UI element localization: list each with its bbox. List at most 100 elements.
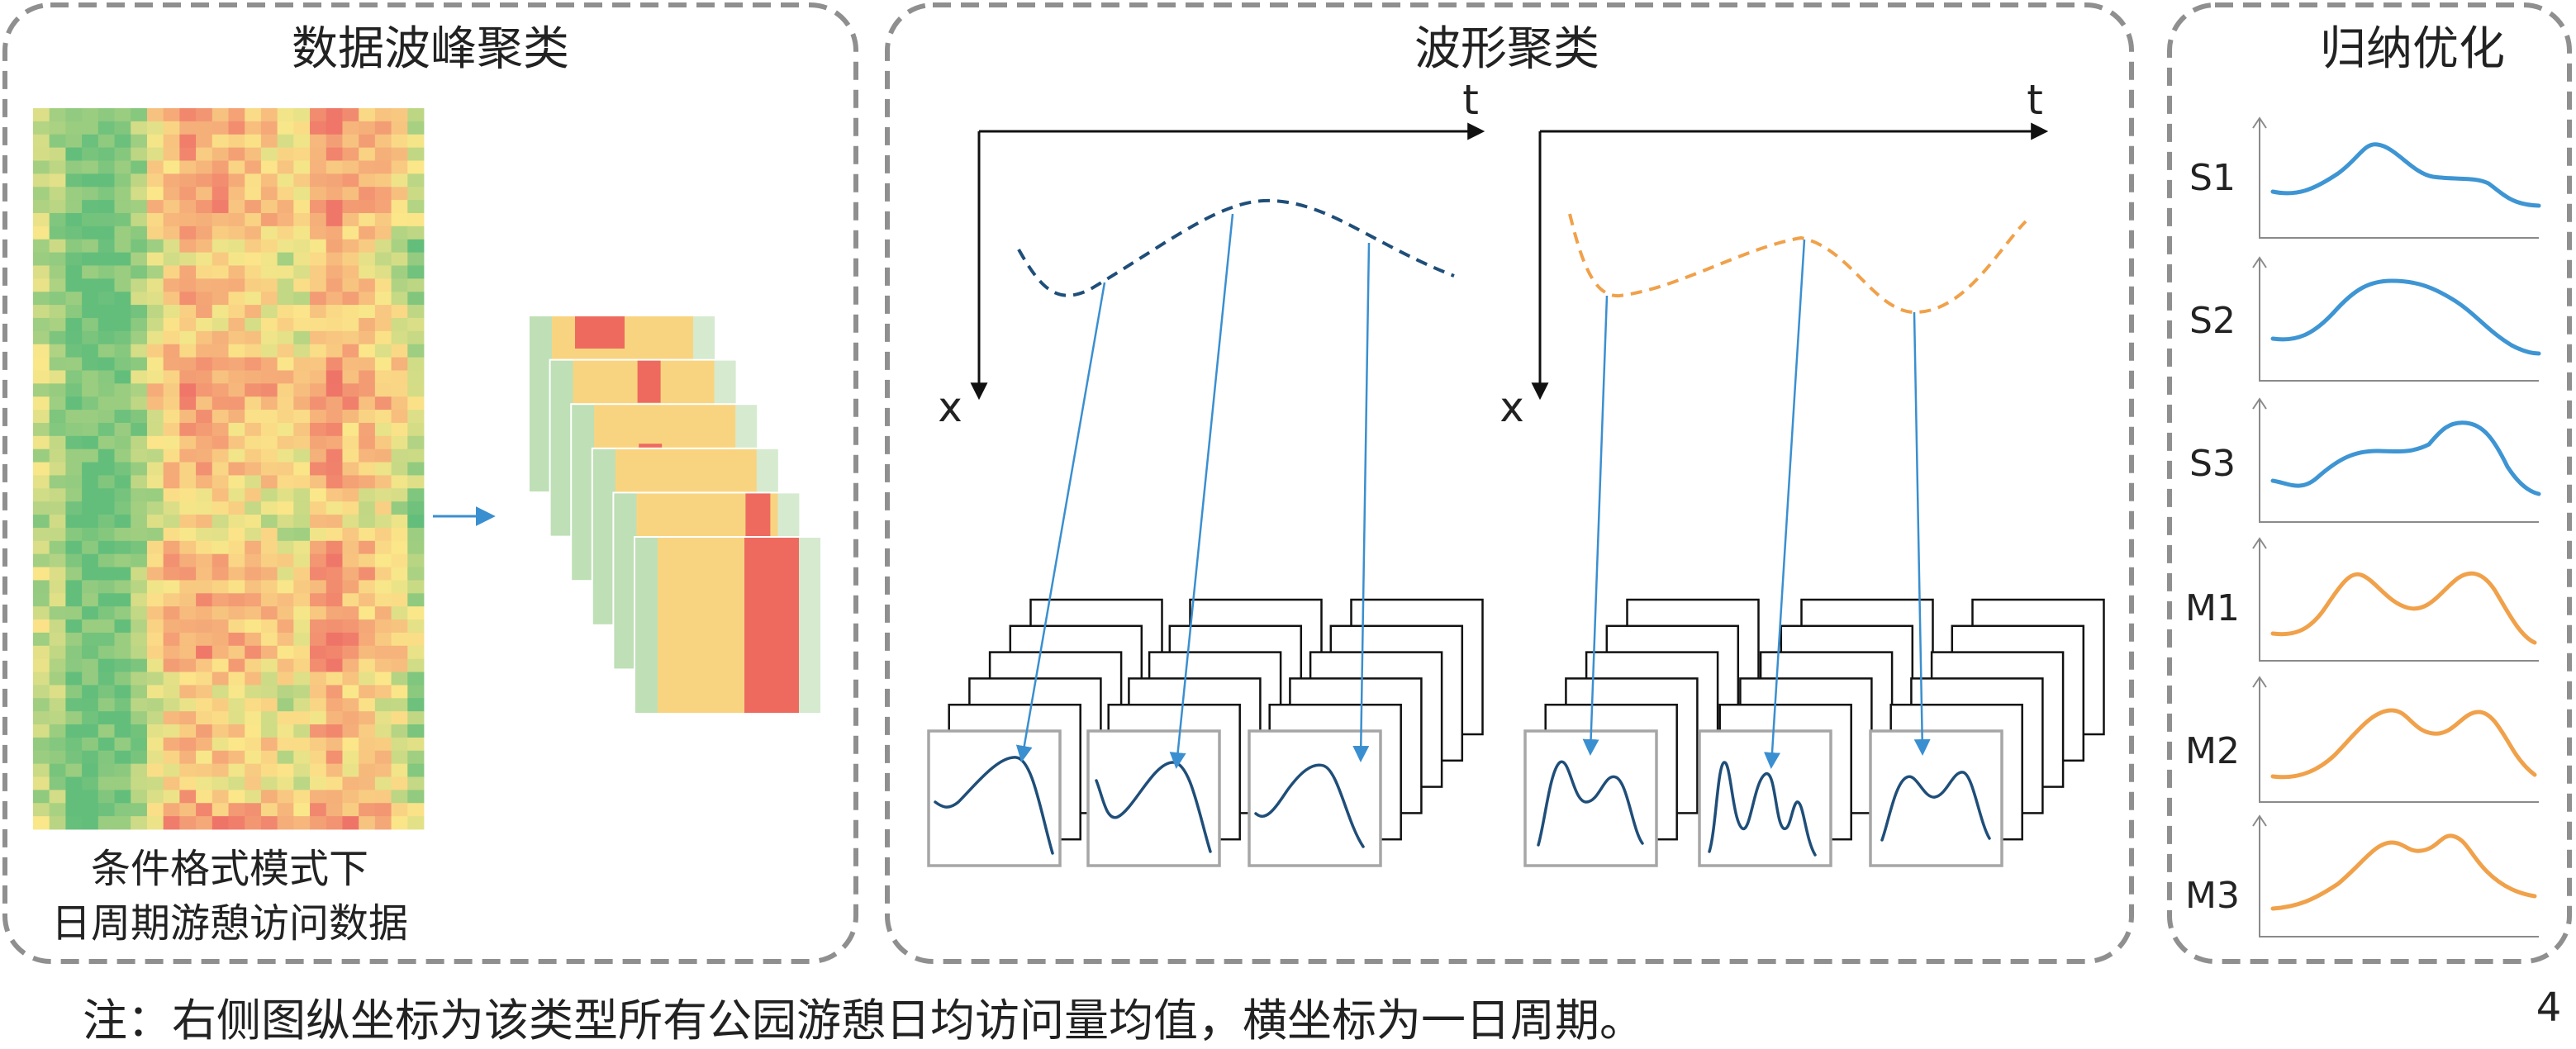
heatmap-cell	[146, 357, 164, 371]
heatmap-cell	[326, 619, 343, 634]
heatmap-cell	[391, 370, 408, 384]
heatmap-cell	[163, 370, 180, 384]
heatmap-cell	[374, 501, 392, 515]
feature-card-strip	[529, 316, 552, 492]
heatmap-cell	[293, 803, 311, 817]
heatmap-cell	[211, 685, 229, 699]
heatmap-cell	[49, 344, 66, 358]
heatmap-cell	[277, 606, 294, 620]
heatmap-cell	[114, 147, 131, 161]
heatmap-cell	[49, 292, 66, 306]
heatmap-cell	[211, 515, 229, 529]
heatmap-cell	[245, 317, 262, 332]
heatmap-cell	[391, 488, 408, 502]
heatmap-cell	[326, 422, 343, 437]
heatmap-cell	[391, 553, 408, 567]
heatmap-cell	[391, 252, 408, 266]
heatmap-cell	[407, 121, 425, 135]
heatmap-cell	[374, 160, 392, 174]
heatmap-cell	[49, 750, 66, 765]
panel-peak-clustering: 数据波峰聚类 条件格式模式下 日周期游憩访问数据	[33, 22, 822, 947]
heatmap-cell	[407, 173, 425, 187]
heatmap-cell	[293, 553, 311, 567]
heatmap-cell	[310, 816, 327, 830]
heatmap-cell	[310, 711, 327, 725]
heatmap-cell	[310, 292, 327, 306]
heatmap-cell	[179, 685, 197, 699]
heatmap-cell	[131, 606, 148, 620]
heatmap-cell	[179, 462, 197, 476]
heatmap-cell	[179, 160, 197, 174]
heatmap-cell	[33, 803, 50, 817]
heatmap-cell	[326, 606, 343, 620]
heatmap-cell	[211, 239, 229, 253]
heatmap-cell	[326, 790, 343, 804]
heatmap-cell	[374, 619, 392, 634]
heatmap-cell	[131, 750, 148, 765]
heatmap-cell	[359, 632, 376, 647]
heatmap-cell	[342, 344, 359, 358]
heatmap-cell	[211, 383, 229, 397]
heatmap-cell	[179, 265, 197, 279]
heatmap-cell	[97, 724, 115, 738]
heatmap-cell	[146, 160, 164, 174]
heatmap-cell	[260, 410, 278, 424]
heatmap-cell	[293, 396, 311, 411]
heatmap-cell	[391, 750, 408, 765]
heatmap-cell	[391, 212, 408, 227]
heatmap-cell	[33, 357, 50, 371]
heatmap-cell	[310, 790, 327, 804]
heatmap-cell	[49, 763, 66, 777]
heatmap-cell	[179, 147, 197, 161]
heatmap-cell	[326, 357, 343, 371]
heatmap-cell	[359, 593, 376, 607]
heatmap-cell	[33, 816, 50, 830]
heatmap-cell	[260, 330, 278, 345]
heatmap-cell	[310, 212, 327, 227]
panel-title: 归纳优化	[2320, 22, 2505, 76]
heatmap-cell	[114, 540, 131, 555]
heatmap-cell	[179, 606, 197, 620]
heatmap-cell	[33, 160, 50, 174]
heatmap-cell	[131, 278, 148, 292]
heatmap-cell	[211, 553, 229, 567]
heatmap-cell	[211, 672, 229, 686]
heatmap-cell	[407, 252, 425, 266]
heatmap-cell	[310, 672, 327, 686]
mini-axis	[2259, 118, 2539, 239]
heatmap-cell	[342, 212, 359, 227]
waveform-card	[1698, 729, 1832, 867]
heatmap-cell	[146, 724, 164, 738]
heatmap-cell	[179, 252, 197, 266]
heatmap-cell	[260, 580, 278, 594]
heatmap-cell	[97, 698, 115, 712]
heatmap-cell	[49, 265, 66, 279]
heatmap-cell	[163, 488, 180, 502]
heatmap-cell	[277, 330, 294, 345]
heatmap-cell	[293, 515, 311, 529]
feature-card-strip	[571, 404, 595, 581]
heatmap-cell	[293, 173, 311, 187]
heatmap-cell	[228, 410, 245, 424]
heatmap-cell	[179, 121, 197, 135]
heatmap-cell	[359, 121, 376, 135]
heatmap-cell	[277, 462, 294, 476]
heatmap-cell	[326, 488, 343, 502]
heatmap-cell	[359, 685, 376, 699]
heatmap-cell	[97, 344, 115, 358]
feature-card-peak-block	[744, 537, 799, 714]
heatmap-cell	[228, 317, 245, 332]
heatmap-cell	[196, 803, 213, 817]
heatmap-cell	[245, 252, 262, 266]
heatmap-cell	[163, 305, 180, 319]
heatmap-cell	[33, 134, 50, 149]
heatmap-cell	[374, 593, 392, 607]
heatmap-cell	[391, 134, 408, 149]
heatmap-cell	[163, 724, 180, 738]
heatmap-cell	[245, 527, 262, 542]
heatmap-cell	[163, 225, 180, 240]
heatmap-cell	[146, 435, 164, 450]
heatmap-cell	[82, 173, 99, 187]
heatmap-cell	[342, 252, 359, 266]
heatmap-cell	[146, 121, 164, 135]
